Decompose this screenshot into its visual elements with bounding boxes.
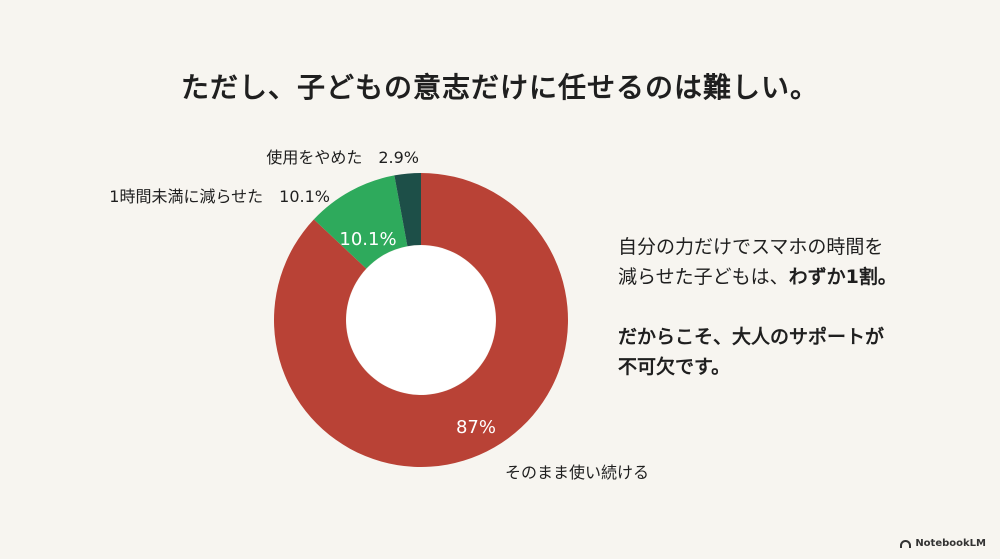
- side-message: 自分の力だけでスマホの時間を 減らせた子どもは、わずか1割。 だからこそ、大人の…: [618, 232, 958, 382]
- donut-hole: [346, 245, 496, 395]
- side-line-3: だからこそ、大人のサポートが: [618, 326, 885, 348]
- slide-title: ただし、子どもの意志だけに任せるのは難しい。: [180, 71, 819, 104]
- slice-value-label-1: 10.1%: [339, 229, 396, 250]
- brand-logo: NotebookLM: [900, 538, 986, 549]
- slice-category-label-2: 使用をやめた 2.9%: [266, 148, 419, 167]
- side-line-2: 減らせた子どもは、わずか1割。: [618, 262, 958, 292]
- brand-name: NotebookLM: [915, 538, 986, 549]
- donut-slice-2: [394, 173, 421, 247]
- side-line-4: 不可欠です。: [618, 356, 731, 378]
- donut-slice-0: [273, 173, 568, 467]
- side-line-2-emphasis: わずか1割。: [788, 266, 897, 288]
- donut-slice-1: [313, 175, 408, 269]
- notebooklm-icon: [900, 539, 912, 548]
- slice-value-label-0: 87%: [456, 417, 496, 438]
- slice-category-label-0: そのまま使い続ける: [505, 463, 649, 482]
- slice-category-label-1: 1時間未満に減らせた 10.1%: [109, 187, 330, 206]
- side-line-2-normal: 減らせた子どもは、: [618, 266, 789, 288]
- side-line-1: 自分の力だけでスマホの時間を: [618, 236, 884, 258]
